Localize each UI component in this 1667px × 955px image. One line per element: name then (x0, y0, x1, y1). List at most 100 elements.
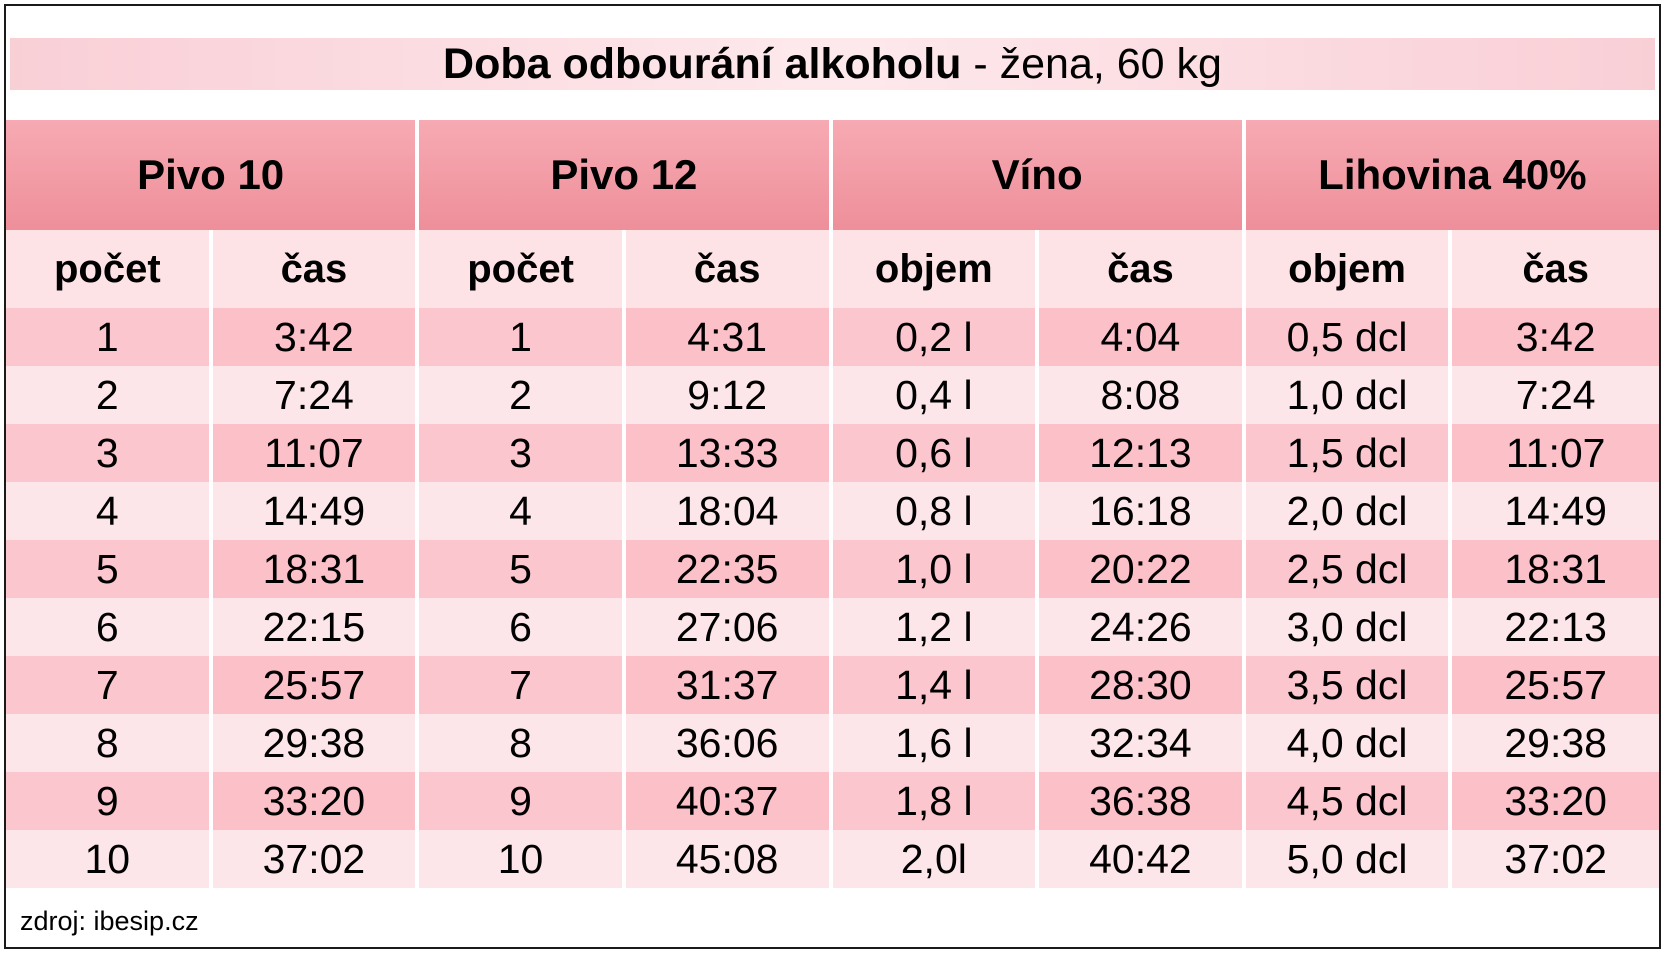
table-row: 1 3:42 1 4:31 0,2 l 4:04 0,5 dcl 3:42 (6, 308, 1659, 366)
column-header: objem (1245, 230, 1453, 308)
table-cell: 1,4 l (832, 656, 1040, 714)
table-cell: 1,0 l (832, 540, 1040, 598)
table-cell: 32:34 (1039, 714, 1246, 772)
table-row: 7 25:57 7 31:37 1,4 l 28:30 3,5 dcl 25:57 (6, 656, 1659, 714)
table-title: Doba odbourání alkoholu - žena, 60 kg (10, 38, 1655, 90)
table-cell: 2,0 dcl (1245, 482, 1453, 540)
group-header: Pivo 10 (6, 120, 420, 230)
table-cell: 37:02 (1452, 830, 1659, 888)
source-note: zdroj: ibesip.cz (20, 906, 199, 936)
group-header: Víno (832, 120, 1246, 230)
table-cell: 7:24 (1452, 366, 1659, 424)
table-cell: 3 (419, 424, 626, 482)
table-frame: Doba odbourání alkoholu - žena, 60 kg Pi… (4, 4, 1661, 949)
table-cell: 8 (419, 714, 626, 772)
table-cell: 0,4 l (832, 366, 1040, 424)
table-cell: 7:24 (212, 366, 420, 424)
table-cell: 36:38 (1039, 772, 1246, 830)
table-cell: 16:18 (1039, 482, 1246, 540)
column-header: počet (6, 230, 213, 308)
table-cell: 1 (419, 308, 626, 366)
table-cell: 31:37 (625, 656, 833, 714)
table-cell: 4 (419, 482, 626, 540)
table-cell: 11:07 (1452, 424, 1659, 482)
table-cell: 18:31 (1452, 540, 1659, 598)
table-cell: 1,6 l (832, 714, 1040, 772)
table-cell: 40:42 (1039, 830, 1246, 888)
table-row: 10 37:02 10 45:08 2,0l 40:42 5,0 dcl 37:02 (6, 830, 1659, 888)
table-cell: 3 (6, 424, 213, 482)
table-cell: 10 (6, 830, 213, 888)
table-cell: 1,0 dcl (1245, 366, 1453, 424)
table-cell: 9:12 (625, 366, 833, 424)
table-row: 6 22:15 6 27:06 1,2 l 24:26 3,0 dcl 22:13 (6, 598, 1659, 656)
table-cell: 29:38 (212, 714, 420, 772)
group-header: Pivo 12 (419, 120, 833, 230)
table-cell: 9 (6, 772, 213, 830)
table-cell: 14:49 (212, 482, 420, 540)
table-cell: 36:06 (625, 714, 833, 772)
column-header: čas (1039, 230, 1246, 308)
table-row: 8 29:38 8 36:06 1,6 l 32:34 4,0 dcl 29:38 (6, 714, 1659, 772)
table-cell: 0,5 dcl (1245, 308, 1453, 366)
table-cell: 6 (6, 598, 213, 656)
table-cell: 25:57 (1452, 656, 1659, 714)
table-cell: 40:37 (625, 772, 833, 830)
table-cell: 4:04 (1039, 308, 1246, 366)
table-cell: 12:13 (1039, 424, 1246, 482)
table-cell: 22:35 (625, 540, 833, 598)
table-cell: 25:57 (212, 656, 420, 714)
table-cell: 10 (419, 830, 626, 888)
table-body: 1 3:42 1 4:31 0,2 l 4:04 0,5 dcl 3:42 2 7:24 2 9:12… (6, 308, 1659, 888)
table-row: 5 18:31 5 22:35 1,0 l 20:22 2,5 dcl 18:31 (6, 540, 1659, 598)
title-main: Doba odbourání alkoholu (443, 39, 962, 88)
table-row: 4 14:49 4 18:04 0,8 l 16:18 2,0 dcl 14:49 (6, 482, 1659, 540)
table-cell: 5,0 dcl (1245, 830, 1453, 888)
table-cell: 24:26 (1039, 598, 1246, 656)
table-cell: 4 (6, 482, 213, 540)
table-cell: 1,8 l (832, 772, 1040, 830)
table-cell: 0,8 l (832, 482, 1040, 540)
table-cell: 29:38 (1452, 714, 1659, 772)
table-cell: 2,0l (832, 830, 1040, 888)
table-cell: 8:08 (1039, 366, 1246, 424)
table-cell: 4:31 (625, 308, 833, 366)
table-cell: 7 (419, 656, 626, 714)
alcohol-table: Pivo 10 Pivo 12 Víno Lihovina 40% počet čas p… (6, 120, 1659, 888)
table-cell: 3:42 (1452, 308, 1659, 366)
table-cell: 4,5 dcl (1245, 772, 1453, 830)
sub-header-row: počet čas počet čas objem čas objem čas (6, 230, 1659, 308)
column-header: čas (1452, 230, 1659, 308)
table-cell: 28:30 (1039, 656, 1246, 714)
table-cell: 14:49 (1452, 482, 1659, 540)
table-row: 2 7:24 2 9:12 0,4 l 8:08 1,0 dcl 7:24 (6, 366, 1659, 424)
table-cell: 1,5 dcl (1245, 424, 1453, 482)
table-cell: 2,5 dcl (1245, 540, 1453, 598)
table-cell: 7 (6, 656, 213, 714)
table-cell: 5 (419, 540, 626, 598)
table-cell: 13:33 (625, 424, 833, 482)
column-header: počet (419, 230, 626, 308)
table-cell: 3,0 dcl (1245, 598, 1453, 656)
table-cell: 0,6 l (832, 424, 1040, 482)
group-header: Lihovina 40% (1245, 120, 1659, 230)
table-cell: 1 (6, 308, 213, 366)
table-cell: 33:20 (1452, 772, 1659, 830)
table-cell: 9 (419, 772, 626, 830)
table-cell: 6 (419, 598, 626, 656)
table-cell: 27:06 (625, 598, 833, 656)
table-cell: 2 (6, 366, 213, 424)
table-cell: 18:31 (212, 540, 420, 598)
column-header: čas (212, 230, 420, 308)
table-cell: 2 (419, 366, 626, 424)
table-cell: 3:42 (212, 308, 420, 366)
table-cell: 11:07 (212, 424, 420, 482)
table-row: 3 11:07 3 13:33 0,6 l 12:13 1,5 dcl 11:07 (6, 424, 1659, 482)
group-header-row: Pivo 10 Pivo 12 Víno Lihovina 40% (6, 120, 1659, 230)
table-cell: 4,0 dcl (1245, 714, 1453, 772)
column-header: objem (832, 230, 1040, 308)
column-header: čas (625, 230, 833, 308)
table-cell: 33:20 (212, 772, 420, 830)
table-cell: 22:13 (1452, 598, 1659, 656)
table-cell: 8 (6, 714, 213, 772)
